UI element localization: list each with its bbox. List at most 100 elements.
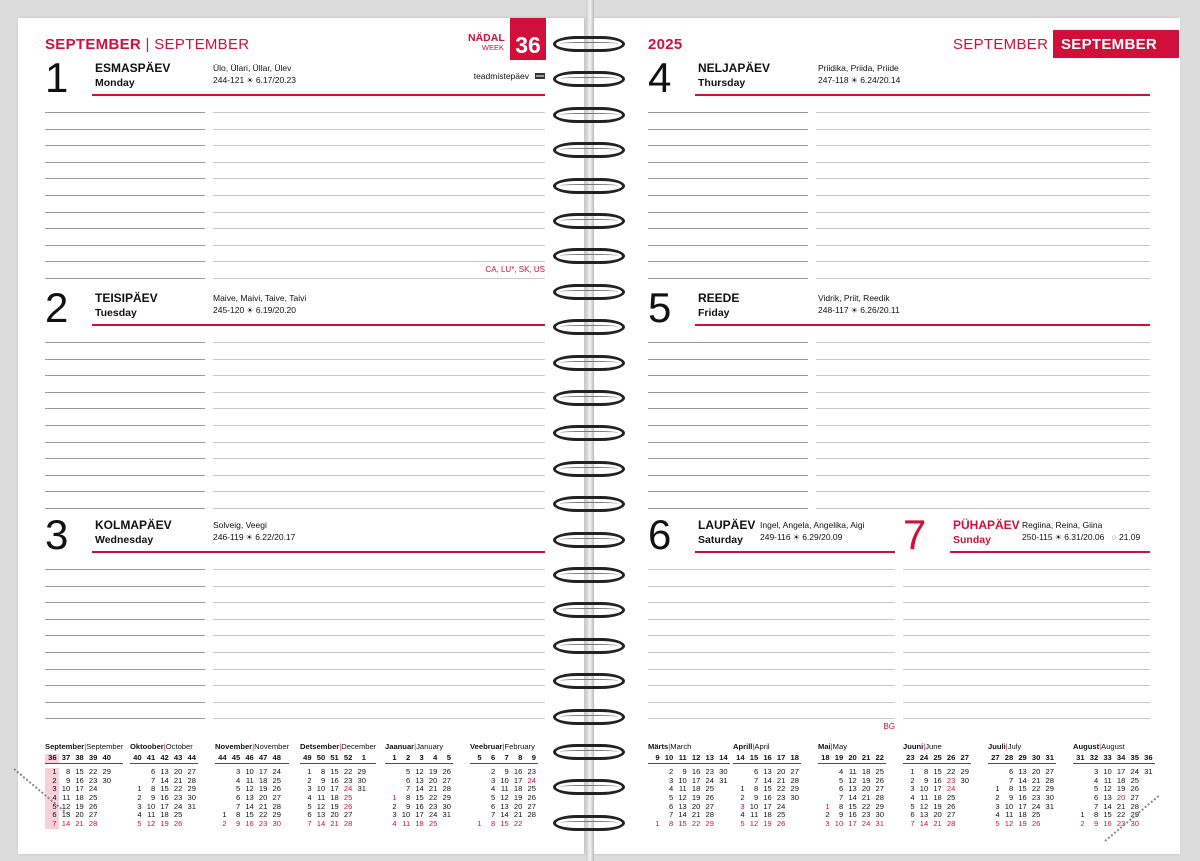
calendar-day: 12 [415, 767, 424, 776]
day-name-en: Monday [95, 77, 135, 89]
calendar-day: 5 [307, 801, 312, 811]
writing-line-short [648, 408, 808, 410]
calendar-day [716, 811, 730, 820]
separator: | [252, 742, 255, 751]
calendar-day: 30 [875, 810, 884, 820]
calendar-day: 1 [995, 784, 1000, 794]
calendar-day: 9 [504, 767, 509, 776]
calendar-day: 7 [910, 819, 915, 829]
writing-line [213, 408, 545, 410]
writing-line [816, 474, 1150, 476]
calendar-day: 6 [45, 811, 59, 821]
writing-line [213, 602, 545, 604]
writing-line-short [45, 425, 205, 426]
calendar-day: 16 [1103, 819, 1112, 829]
calendar-day: 17 [763, 801, 772, 811]
calendar-day: 13 [160, 767, 169, 776]
calendar-day: 7 [405, 784, 411, 794]
calendar-day: 12 [245, 784, 254, 794]
week-number: 35 [1130, 753, 1139, 762]
calendar-day [1141, 811, 1155, 820]
mini-calendar: November|November 44 45 46 47 48 3 10 17 24 4 11 18 2… [215, 742, 290, 829]
week-numbers-row: 27 28 29 30 31 [988, 753, 1056, 764]
calendar-day: 11 [500, 784, 509, 794]
writing-line [816, 128, 1150, 130]
header-rule [695, 551, 895, 553]
calendar-day: 30 [272, 819, 281, 829]
separator: | [668, 742, 671, 751]
calendar-row: 1 8 15 22 29 [300, 767, 376, 777]
calendar-day: 13 [500, 801, 509, 811]
calendar-day: 22 [88, 767, 98, 776]
calendar-day: 23 [705, 767, 714, 776]
calendar-row: 7 14 21 28 [45, 819, 123, 829]
writing-line [816, 161, 1150, 163]
calendar-day: 12 [749, 819, 759, 829]
spiral-ring [553, 390, 625, 406]
writing-line [903, 569, 1150, 570]
week-number: 40 [133, 753, 142, 762]
calendar-day: 13 [316, 810, 326, 820]
calendar-day: 24 [272, 767, 281, 776]
calendar-day: 9 [923, 775, 929, 785]
week-number: 36 [1144, 753, 1153, 762]
calendar-day: 29 [790, 784, 799, 794]
week-number: 47 [258, 753, 268, 762]
calendar-day: 4 [235, 775, 241, 785]
day-section: 3 KOLMAPÄEV Wednesday Solveig, Veegi 246-119… [45, 513, 545, 737]
day-number: 1 [45, 54, 69, 101]
writing-line [903, 635, 1150, 637]
calendar-day: 4 [995, 810, 1000, 820]
calendar-day: 17 [330, 784, 339, 794]
writing-line [648, 618, 895, 620]
spiral-ring [553, 779, 625, 796]
calendar-row: 3 10 17 24 31 [385, 811, 453, 820]
writing-line-short [45, 585, 205, 587]
separator: | [1005, 742, 1008, 751]
calendar-day: 3 [307, 784, 312, 794]
calendar-day: 30 [102, 775, 111, 785]
calendar-day: 20 [933, 810, 942, 820]
calendar-row: 1 8 15 22 29 [648, 819, 730, 829]
calendar-row: 2 9 16 23 30 [733, 793, 801, 803]
calendar-row: 1 8 15 22 29 [385, 793, 453, 803]
calendar-day: 25 [875, 767, 884, 776]
calendar-day: 29 [187, 784, 196, 794]
calendar-day: 3 [740, 801, 745, 811]
calendar-day: 20 [513, 801, 523, 811]
writing-line [903, 602, 1150, 604]
calendar-day: 16 [1018, 793, 1027, 803]
writing-line [213, 474, 545, 476]
day-section: 7 PÜHAPÄEV Sunday Regiina, Reina, Giina 250-… [903, 513, 1150, 737]
calendar-row: 3 10 17 24 [215, 767, 289, 777]
calendar-day: 25 [1031, 810, 1041, 820]
day-name-et: KOLMAPÄEV [95, 518, 172, 532]
month-name-et: Jaanuar [385, 742, 415, 751]
calendar-day: 12 [146, 819, 156, 829]
calendar-day: 14 [1103, 801, 1112, 811]
left-page [18, 18, 584, 854]
calendar-day: 21 [513, 810, 523, 820]
calendar-row: 6 13 20 27 [733, 767, 801, 777]
week-number: 21 [861, 753, 871, 762]
calendar-day: 1 [477, 819, 482, 829]
calendar-row: 2 9 16 23 30 [1073, 819, 1155, 829]
writing-line [213, 569, 545, 570]
calendar-day: 29 [1130, 810, 1139, 820]
sunrise-icon: ☀ [244, 76, 256, 85]
calendar-day [354, 811, 368, 820]
calendar-day: 17 [258, 767, 268, 776]
writing-line [213, 491, 545, 493]
writing-line [213, 508, 545, 509]
calendar-row: 5 12 19 26 [1073, 785, 1155, 794]
day-name-en: Sunday [953, 534, 991, 546]
calendar-row: 4 11 18 25 [733, 811, 801, 820]
calendar-day: 18 [415, 819, 424, 829]
calendar-day: 19 [160, 819, 169, 829]
month-name-en: April [754, 742, 770, 751]
writing-line-short [45, 508, 205, 509]
calendar-day: 11 [317, 793, 326, 803]
week-number: 1 [392, 753, 397, 762]
week-number: 25 [933, 753, 942, 762]
calendar-day: 2 [137, 793, 142, 803]
